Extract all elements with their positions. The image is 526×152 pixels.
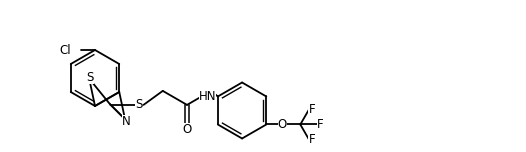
Text: F: F [308, 104, 315, 116]
Text: F: F [317, 118, 323, 131]
Text: S: S [86, 71, 94, 84]
Text: N: N [122, 115, 130, 128]
Text: S: S [135, 98, 142, 111]
Text: O: O [278, 118, 287, 131]
Text: Cl: Cl [59, 43, 71, 57]
Text: F: F [308, 133, 315, 146]
Text: HN: HN [198, 90, 216, 103]
Text: O: O [183, 123, 191, 136]
